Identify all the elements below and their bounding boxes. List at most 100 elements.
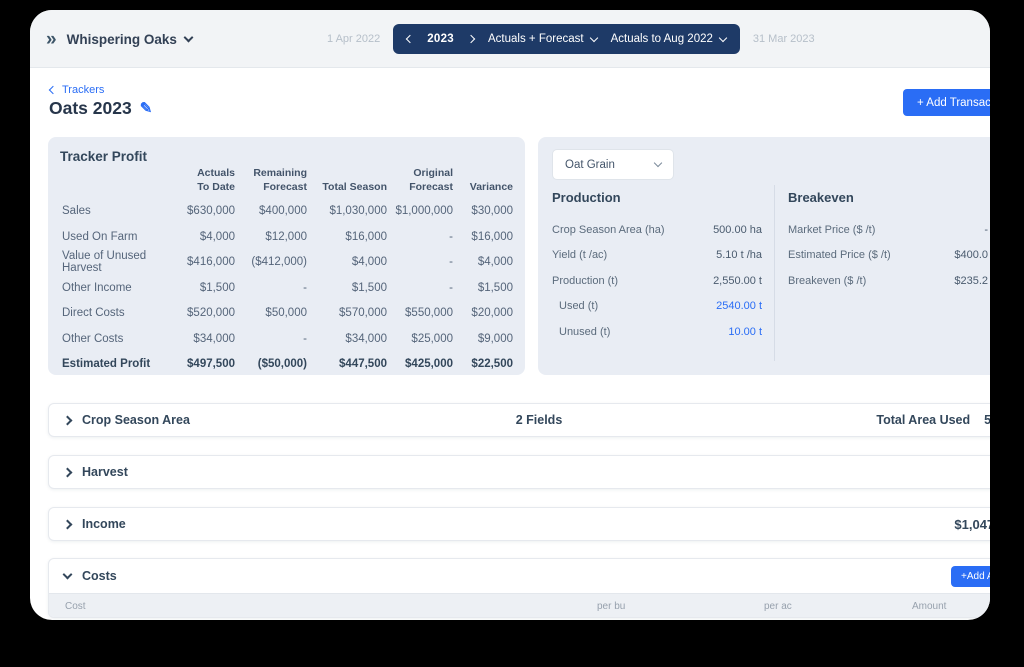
page-title: Oats 2023 ✎	[49, 98, 152, 119]
breakeven-section: Breakeven Market Price ($ /t) - Estimate…	[788, 190, 988, 294]
column-header-cost: Cost	[65, 601, 86, 612]
cell-value: -	[449, 281, 453, 294]
section-income[interactable]: Income $1,047,5	[48, 507, 990, 541]
column-header-per-bu: per bu	[597, 601, 626, 612]
cell-value: ($50,000)	[257, 358, 307, 371]
section-label: Harvest	[82, 465, 128, 479]
column-header-total-season: Total Season	[322, 181, 387, 194]
year-label: 2023	[427, 33, 455, 45]
cell-value: $425,000	[405, 358, 453, 371]
cell-value: $9,000	[477, 332, 513, 345]
add-activity-button[interactable]: +Add Activity	[951, 566, 990, 587]
cell-value: $1,500	[477, 281, 513, 294]
column-header-per-ac: per ac	[764, 601, 792, 612]
breakeven-title: Breakeven	[788, 190, 854, 205]
back-chevron-icon	[48, 85, 58, 95]
view-mode-label: Actuals + Forecast	[488, 33, 584, 45]
section-harvest[interactable]: Harvest	[48, 455, 990, 489]
row-label: Used On Farm	[62, 230, 138, 243]
cell-value: $1,500	[351, 281, 387, 294]
top-bar: » Whispering Oaks 1 Apr 2022 2023 Actual…	[30, 10, 990, 68]
cell-value: $550,000	[405, 307, 453, 320]
crop-selector-dropdown[interactable]: Oat Grain	[552, 149, 674, 180]
cell-value: $447,500	[339, 358, 387, 371]
cell-value: $34,000	[193, 332, 235, 345]
fields-count: 2 Fields	[515, 413, 563, 427]
section-label: Costs	[82, 569, 117, 583]
cell-value: $16,000	[345, 230, 387, 243]
column-header-remaining: Remaining Forecast	[253, 167, 307, 194]
breadcrumb-trackers[interactable]: Trackers	[48, 84, 105, 96]
breakeven-row: Market Price ($ /t) -	[788, 223, 988, 236]
add-transaction-button[interactable]: + Add Transaction	[903, 89, 990, 116]
cell-value: $1,030,000	[329, 205, 387, 218]
cell-value: $20,000	[471, 307, 513, 320]
breakeven-row: Breakeven ($ /t) $235.2	[788, 274, 988, 287]
cell-value: $1,000,000	[395, 205, 453, 218]
cell-value: $12,000	[265, 230, 307, 243]
sidebar-expand-icon[interactable]: »	[46, 28, 57, 50]
production-row: Yield (t /ac) 5.10 t /ha	[552, 249, 762, 262]
edit-pencil-icon[interactable]: ✎	[139, 99, 153, 117]
cell-value: $630,000	[187, 205, 235, 218]
cell-value: -	[303, 332, 307, 345]
cell-value: $520,000	[187, 307, 235, 320]
cell-value: $34,000	[345, 332, 387, 345]
costs-table-header: Cost per bu per ac Amount	[49, 593, 990, 617]
income-total: $1,047,5	[954, 516, 990, 532]
section-crop-season-area[interactable]: Crop Season Area 2 Fields Total Area Use…	[48, 403, 990, 437]
used-value-link[interactable]: 2540.00 t	[716, 300, 762, 313]
total-area-used-label: Total Area Used	[876, 413, 971, 427]
cell-value: $4,000	[351, 256, 387, 269]
tracker-profit-table: Actuals To Date Remaining Forecast Total…	[60, 166, 513, 377]
prev-year-button[interactable]	[405, 34, 415, 44]
production-row: Unused (t) 10.00 t	[559, 325, 762, 338]
production-row: Crop Season Area (ha) 500.00 ha	[552, 223, 762, 236]
tracker-profit-panel: Tracker Profit Actuals To Date Remaining…	[48, 137, 525, 375]
row-label: Sales	[62, 205, 91, 218]
row-label: Other Costs	[62, 332, 124, 345]
tracker-profit-title: Tracker Profit	[60, 149, 148, 164]
farm-name: Whispering Oaks	[66, 31, 177, 47]
actuals-to-dropdown[interactable]: Actuals to Aug 2022	[610, 33, 728, 45]
section-costs: Costs +Add Activity Cost per bu per ac A…	[48, 558, 990, 618]
cell-value: $22,500	[471, 358, 513, 371]
production-title: Production	[552, 190, 621, 205]
app-window: » Whispering Oaks 1 Apr 2022 2023 Actual…	[30, 10, 990, 620]
cell-value: ($412,000)	[251, 256, 307, 269]
column-header-variance: Variance	[469, 181, 513, 194]
cell-value: $4,000	[199, 230, 235, 243]
cell-value: -	[449, 230, 453, 243]
cell-value: -	[449, 256, 453, 269]
view-mode-dropdown[interactable]: Actuals + Forecast	[488, 33, 598, 45]
tracker-title: Oats 2023	[49, 98, 132, 118]
production-row: Production (t) 2,550.00 t	[552, 274, 762, 287]
cell-value: $400,000	[259, 205, 307, 218]
cell-value: $25,000	[411, 332, 453, 345]
cell-value: $4,000	[477, 256, 513, 269]
column-header-amount: Amount	[912, 601, 947, 612]
chevron-down-icon	[718, 33, 728, 42]
cell-value: $570,000	[339, 307, 387, 320]
season-start-date: 1 Apr 2022	[327, 33, 381, 45]
cell-value: $16,000	[471, 230, 513, 243]
column-header-original: Original Forecast	[409, 167, 453, 194]
chevron-down-icon	[62, 569, 73, 580]
chevron-right-icon	[62, 519, 73, 529]
production-row: Used (t) 2540.00 t	[559, 300, 762, 313]
unused-value-link[interactable]: 10.00 t	[728, 325, 762, 338]
cell-value: $1,500	[199, 281, 235, 294]
farm-selector[interactable]: Whispering Oaks	[66, 31, 194, 47]
row-label: Direct Costs	[62, 307, 125, 320]
next-year-button[interactable]	[466, 34, 476, 44]
breadcrumb-label: Trackers	[62, 84, 105, 96]
chevron-down-icon	[183, 32, 194, 43]
cell-value: $416,000	[187, 256, 235, 269]
crop-selector-value: Oat Grain	[565, 158, 615, 171]
costs-header[interactable]: Costs +Add Activity	[49, 559, 990, 593]
season-selector-pill: 2023 Actuals + Forecast Actuals to Aug 2…	[393, 24, 740, 54]
section-label: Income	[82, 517, 126, 531]
actuals-to-label: Actuals to Aug 2022	[610, 33, 713, 45]
chevron-down-icon	[589, 33, 598, 42]
crop-detail-panel: Oat Grain Production Crop Season Area (h…	[538, 137, 990, 375]
